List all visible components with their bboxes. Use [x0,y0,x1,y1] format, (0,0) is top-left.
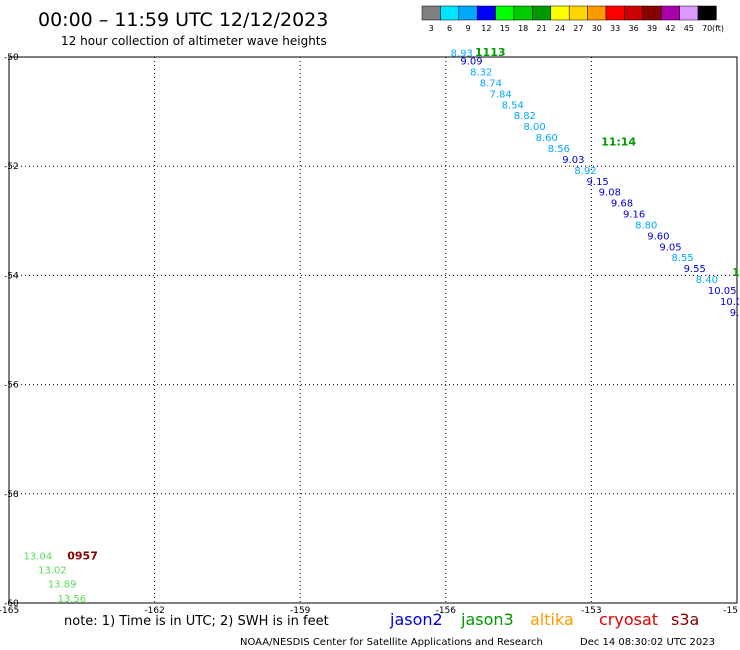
legend-swatch-label: 21 [537,24,547,33]
legend-swatch-label: 9 [465,24,470,33]
legend-swatch-label: 15 [500,24,510,33]
legend-unit-label: (ft) [712,24,724,33]
pass-time-labels: 1113 11:14 1 0957 [67,46,740,562]
gridlines [9,57,737,603]
swh-point-label: 9.68 [611,199,633,210]
swh-point-label: 8.82 [514,111,536,122]
legend-swatch [642,5,662,21]
legend-swatch [458,5,478,21]
swh-point-label: 9.08 [599,188,621,199]
footer-note: note: 1) Time is in UTC; 2) SWH is in fe… [64,614,329,629]
y-tick-label: -58 [4,490,19,500]
swh-point-label: 9.15 [587,177,609,188]
legend-swatch [495,5,515,21]
satellite-name: jason3 [460,610,514,629]
legend-swatch-label: 45 [684,24,694,33]
legend-swatch [476,5,496,21]
swh-point-label: 7.84 [489,89,511,100]
swh-point-label: 9.55 [684,264,706,275]
legend-swatch-label: 12 [481,24,491,33]
wave-height-points: 8.939.098.328.747.848.548.828.008.608.56… [24,48,740,605]
swh-point-label: 9.05 [659,242,681,253]
swh-point-label: 9.03 [562,155,584,166]
pass-time-label: 11:14 [601,135,636,148]
swh-point-label: 8.55 [671,253,693,264]
y-tick-label: -56 [4,381,19,391]
satellite-name: altika [530,610,574,629]
swh-point-label: 13.56 [58,594,87,605]
plot-area: -50-52-54-56-58-60 -165 -162 -159 -156 -153-… [0,46,740,616]
satellite-name: s3a [671,610,699,629]
legend-swatch [624,5,644,21]
legend-swatch [568,5,588,21]
legend-swatch [532,5,552,21]
x-tick-label: -159 [290,606,311,616]
swh-point-label: 8.54 [502,100,524,111]
legend-swatch-label: 70 [702,24,712,33]
y-tick-label: -54 [4,271,19,281]
swh-point-label: 9.68 [730,308,740,319]
y-tick-labels: -50 -52 -54 -56 -58 -60 [4,53,19,609]
swh-point-label: 10.05 [708,286,737,297]
legend-swatch [587,5,607,21]
swh-point-label: 8.80 [635,220,657,231]
chart-subtitle: 12 hour collection of altimeter wave hei… [61,34,327,48]
legend-swatch-label: 3 [429,24,434,33]
footer-credit: NOAA/NESDIS Center for Satellite Applica… [240,637,543,648]
legend-swatch [679,5,699,21]
legend-swatch [660,5,680,21]
legend-swatch-label: 27 [573,24,583,33]
pass-time-label: 0957 [67,549,98,562]
legend-swatch-label: 39 [647,24,657,33]
swh-point-label: 13.02 [38,566,67,577]
legend-swatch [440,5,460,21]
swh-point-label: 13.89 [48,580,77,591]
legend-swatch-label: 42 [665,24,675,33]
pass-time-label: 1 [732,266,740,279]
x-tick-label: -15 [723,606,738,616]
satellite-name: cryosat [599,610,658,629]
swh-point-label: 8.93 [451,48,473,59]
swh-point-label: 8.40 [696,275,718,286]
swh-color-legend: 3 6 9 12 15 18 21 24 27 30 33 36 39 42 45 70 [421,5,717,33]
y-tick-label: -60 [4,599,19,609]
legend-swatch [513,5,533,21]
legend-swatch [421,5,441,21]
swh-point-label: 13.04 [24,551,53,562]
chart-title: 00:00 – 11:59 UTC 12/12/2023 [38,9,328,31]
satellite-name: jason2 [389,610,443,629]
legend-swatch-label: 36 [629,24,639,33]
swh-point-label: 10.05 [720,297,740,308]
legend-swatch [697,5,717,21]
plot-frame [8,56,738,604]
footer-timestamp: Dec 14 08:30:02 UTC 2023 [580,637,715,648]
legend-swatch [550,5,570,21]
swh-point-label: 8.32 [470,68,492,79]
swh-point-label: 9.60 [647,231,669,242]
x-tick-labels: -165 -162 -159 -156 -153 -15 [0,606,738,616]
legend-swatch-label: 18 [518,24,528,33]
x-tick-label: -165 [0,606,19,616]
legend-swatch-label: 33 [610,24,620,33]
x-tick-label: -162 [144,606,164,616]
legend-swatch-label: 30 [592,24,602,33]
swh-point-label: 8.92 [574,166,596,177]
x-tick-label: -153 [581,606,601,616]
swh-point-label: 8.60 [536,133,558,144]
swh-point-label: 9.16 [623,210,645,221]
legend-swatch-label: 6 [447,24,452,33]
legend-swatch [605,5,625,21]
y-tick-label: -50 [4,53,19,63]
x-tick-label: -156 [436,606,457,616]
swh-point-label: 8.00 [523,122,545,133]
satellite-legend: jason2 jason3 altika cryosat s3a [389,610,699,629]
pass-time-label: 1113 [475,46,506,59]
swh-point-label: 9.09 [460,57,482,68]
legend-swatch-label: 24 [555,24,565,33]
swh-point-label: 8.56 [548,144,570,155]
y-tick-label: -52 [4,162,19,172]
swh-point-label: 8.74 [480,78,502,89]
